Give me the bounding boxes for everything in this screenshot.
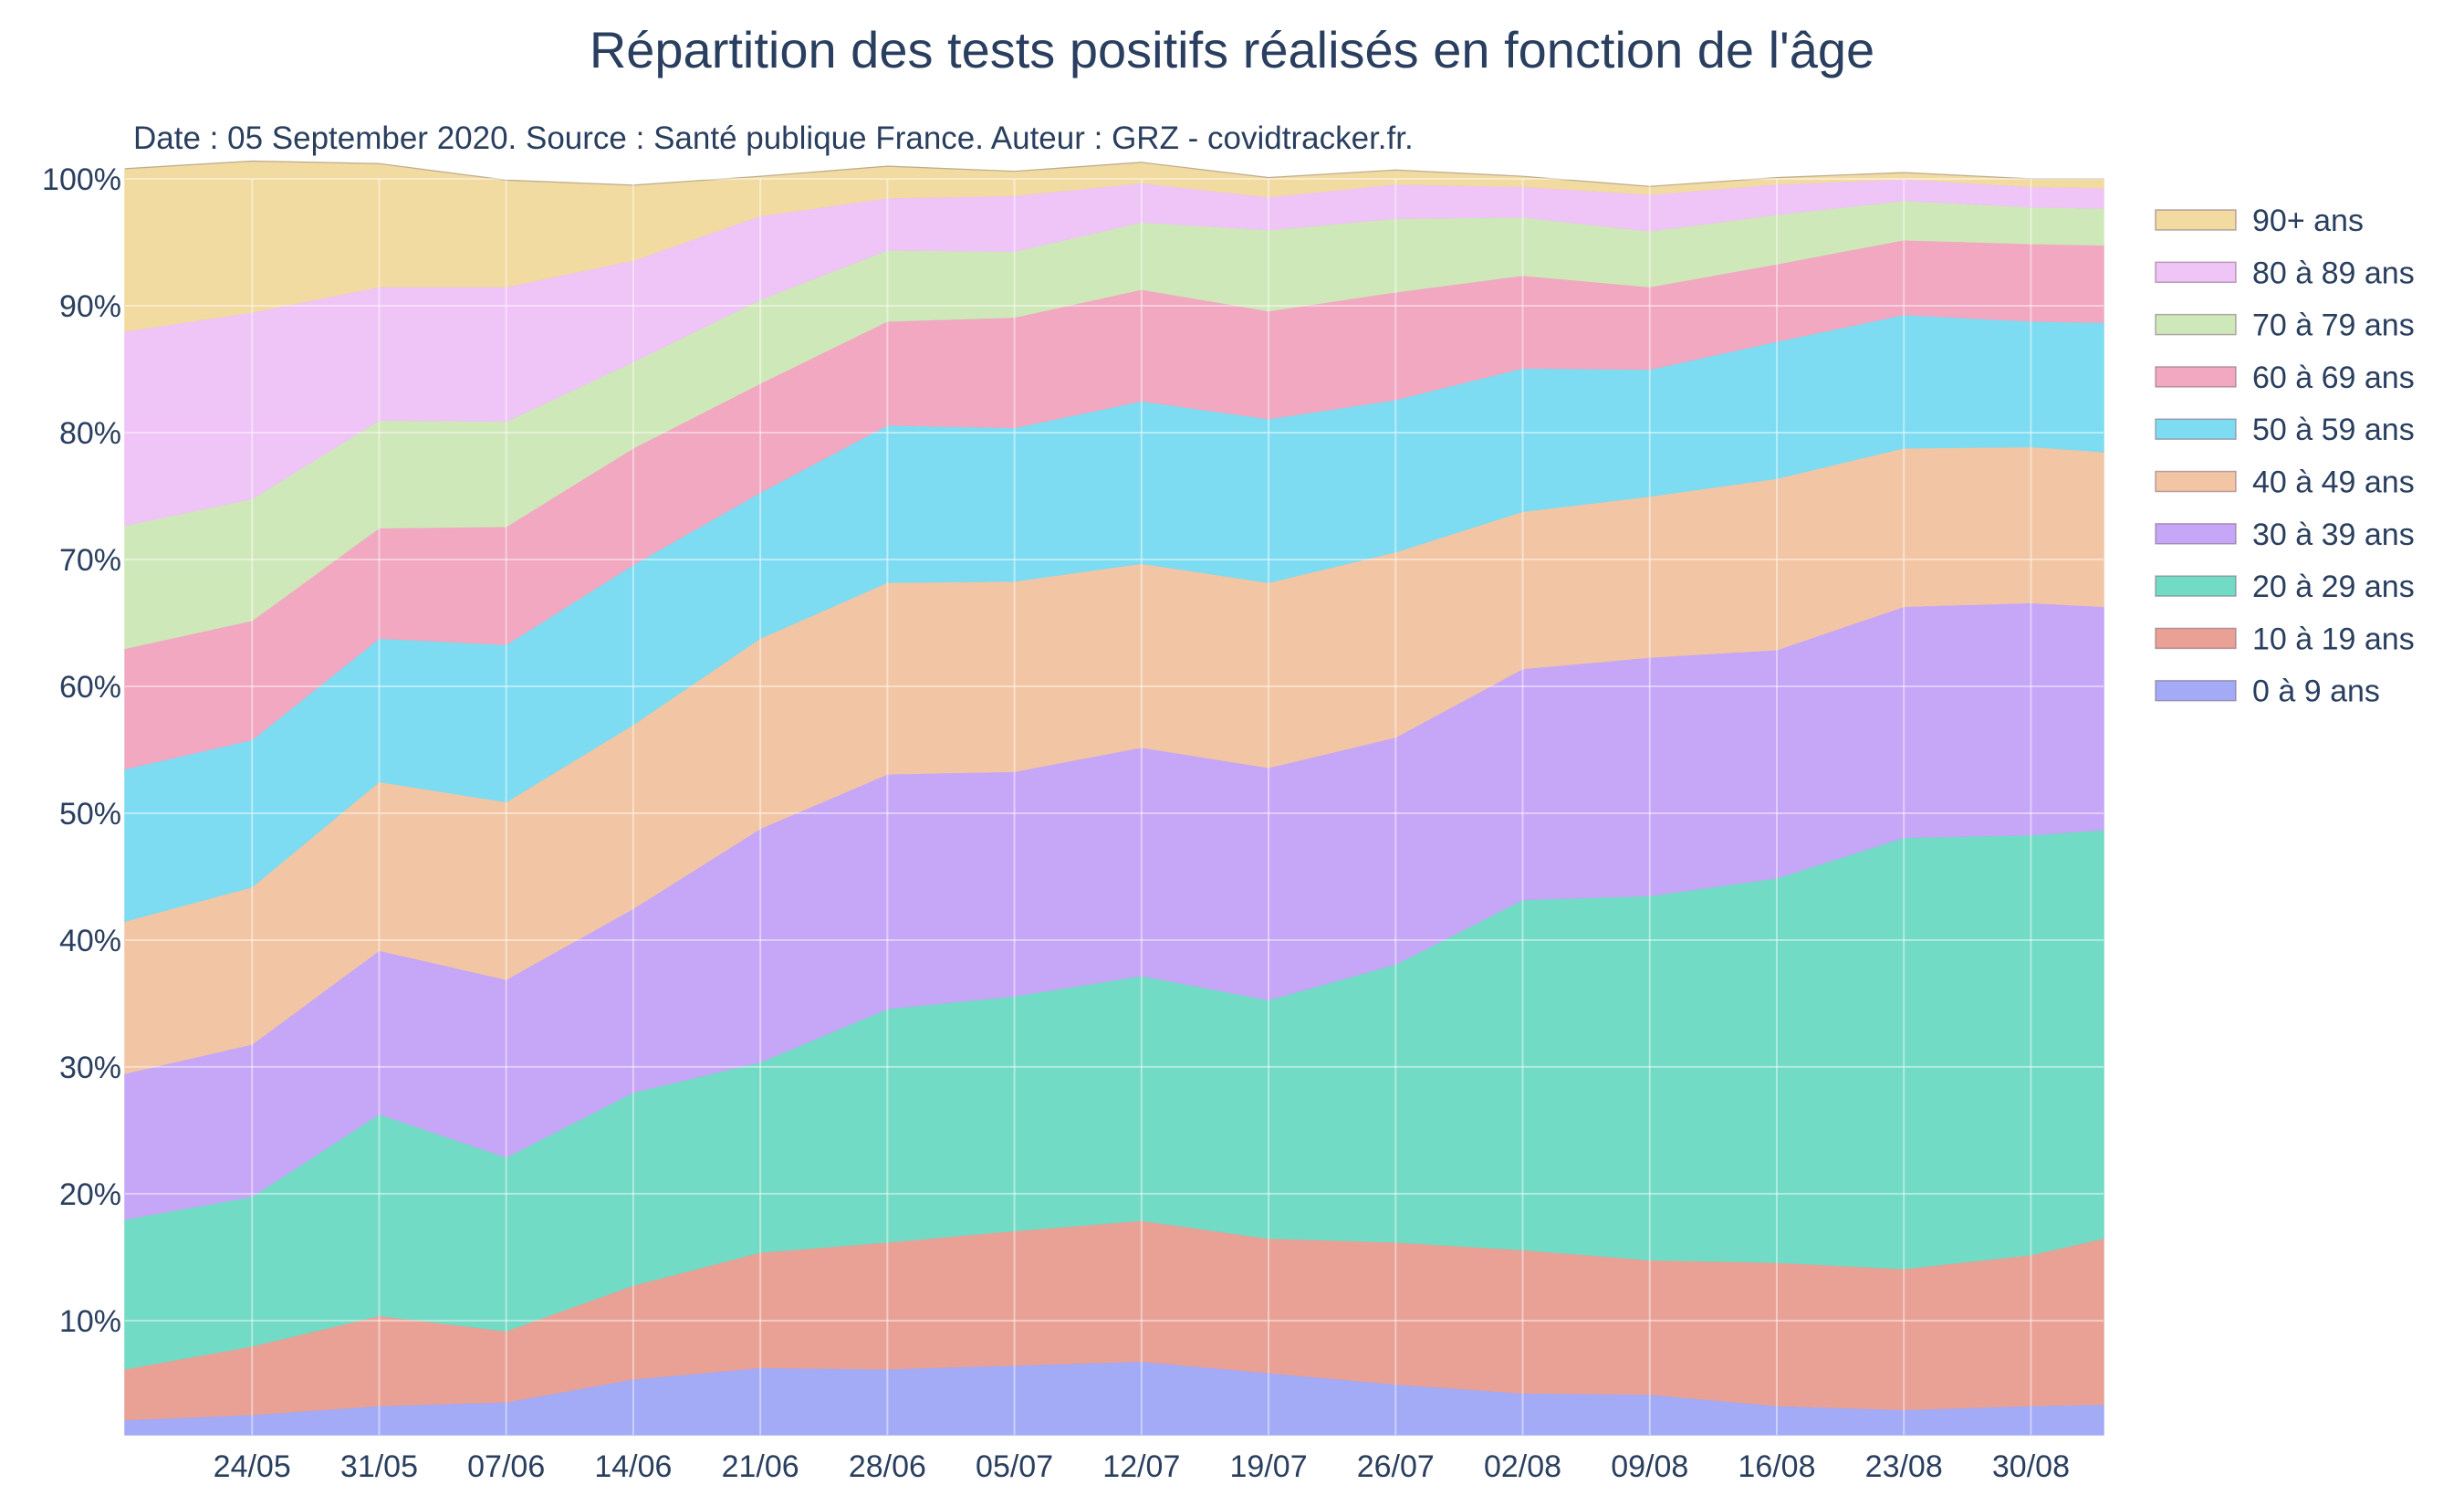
y-tick-label: 50% (59, 797, 121, 831)
x-tick-label: 23/08 (1865, 1449, 1943, 1484)
legend-label: 10 à 19 ans (2252, 622, 2415, 656)
area-series-10[interactable] (124, 160, 2104, 332)
legend-item[interactable]: 80 à 89 ans (2155, 256, 2415, 290)
x-tick-label: 24/05 (214, 1449, 291, 1484)
chart-title: Répartition des tests positifs réalisés … (589, 21, 1875, 78)
y-tick-label: 10% (59, 1304, 121, 1339)
x-tick-label: 30/08 (1992, 1449, 2070, 1484)
legend-swatch (2155, 679, 2237, 702)
y-tick-label: 90% (59, 289, 121, 324)
legend-label: 80 à 89 ans (2252, 256, 2415, 290)
y-tick-label: 20% (59, 1177, 121, 1212)
y-tick-label: 40% (59, 924, 121, 958)
y-tick-label: 70% (59, 543, 121, 578)
legend-item[interactable]: 10 à 19 ans (2155, 622, 2415, 656)
x-tick-label: 14/06 (594, 1449, 672, 1484)
legend-swatch (2155, 523, 2237, 545)
y-axis-ticks: 10% 20% 30% 40% 50% 60% 70% 80% 90% 100% (42, 162, 121, 1339)
x-tick-label: 07/06 (467, 1449, 545, 1484)
legend-swatch (2155, 470, 2237, 493)
legend-label: 30 à 39 ans (2252, 518, 2415, 552)
chart-subtitle: Date : 05 September 2020. Source : Santé… (133, 120, 1414, 156)
legend-label: 50 à 59 ans (2252, 413, 2415, 447)
legend-swatch (2155, 209, 2237, 231)
legend-item[interactable]: 40 à 49 ans (2155, 465, 2415, 500)
y-tick-label: 100% (42, 162, 121, 197)
x-tick-label: 31/05 (340, 1449, 418, 1484)
legend-item[interactable]: 50 à 59 ans (2155, 413, 2415, 447)
x-tick-label: 21/06 (722, 1449, 799, 1484)
legend-swatch (2155, 313, 2237, 336)
legend-swatch (2155, 627, 2237, 650)
legend-label: 70 à 79 ans (2252, 309, 2415, 343)
legend-item[interactable]: 70 à 79 ans (2155, 309, 2415, 343)
x-tick-label: 28/06 (849, 1449, 926, 1484)
legend-label: 0 à 9 ans (2252, 675, 2380, 709)
x-tick-label: 26/07 (1357, 1449, 1435, 1484)
legend-label: 40 à 49 ans (2252, 465, 2415, 500)
legend-item[interactable]: 30 à 39 ans (2155, 518, 2415, 552)
x-tick-label: 16/08 (1738, 1449, 1815, 1484)
legend-item[interactable]: 20 à 29 ans (2155, 570, 2415, 604)
x-tick-label: 12/07 (1102, 1449, 1180, 1484)
y-tick-label: 60% (59, 670, 121, 705)
legend-item[interactable]: 90+ ans (2155, 204, 2364, 238)
y-tick-label: 80% (59, 416, 121, 451)
x-tick-label: 19/07 (1230, 1449, 1308, 1484)
x-tick-label: 05/07 (976, 1449, 1053, 1484)
legend-label: 60 à 69 ans (2252, 361, 2415, 395)
legend-item[interactable]: 0 à 9 ans (2155, 675, 2380, 709)
area-boundary-10 (124, 160, 2104, 187)
legend-swatch (2155, 261, 2237, 284)
legend-label: 90+ ans (2252, 204, 2364, 238)
x-tick-label: 09/08 (1611, 1449, 1688, 1484)
x-axis-ticks: 24/05 31/05 07/06 14/06 21/06 28/06 05/07 12/07… (214, 1449, 2070, 1484)
legend-swatch (2155, 366, 2237, 388)
legend-swatch (2155, 418, 2237, 440)
grid-layer (125, 178, 2104, 1435)
areas-layer (124, 160, 2104, 1436)
legend-item[interactable]: 60 à 69 ans (2155, 361, 2415, 395)
legend[interactable]: 90+ ans 80 à 89 ans 70 à 79 ans 60 à 69 ans… (2155, 204, 2415, 709)
y-tick-label: 30% (59, 1051, 121, 1085)
x-tick-label: 02/08 (1484, 1449, 1561, 1484)
legend-swatch (2155, 575, 2237, 597)
legend-label: 20 à 29 ans (2252, 570, 2415, 604)
